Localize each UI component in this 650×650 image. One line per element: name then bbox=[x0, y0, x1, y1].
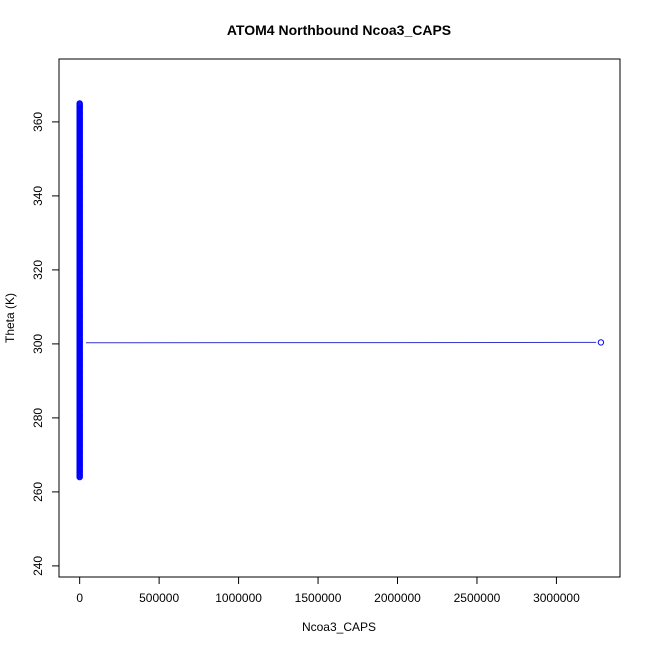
y-tick-label: 320 bbox=[31, 260, 45, 280]
x-tick-label: 500000 bbox=[139, 591, 179, 605]
y-axis: 240 260 280 300 320 340 360 bbox=[31, 112, 60, 576]
x-tick-label: 0 bbox=[76, 591, 83, 605]
y-tick-label: 300 bbox=[31, 334, 45, 354]
chart-title: ATOM4 Northbound Ncoa3_CAPS bbox=[227, 22, 451, 38]
x-axis-label: Ncoa3_CAPS bbox=[302, 620, 376, 634]
y-tick-label: 260 bbox=[31, 482, 45, 502]
x-tick-label: 1500000 bbox=[295, 591, 342, 605]
y-tick-label: 340 bbox=[31, 186, 45, 206]
x-tick-label: 2500000 bbox=[454, 591, 501, 605]
x-tick-label: 1000000 bbox=[215, 591, 262, 605]
y-axis-label: Theta (K) bbox=[3, 293, 17, 343]
data-point bbox=[597, 339, 605, 346]
x-tick-label: 3000000 bbox=[533, 591, 580, 605]
data-point bbox=[76, 100, 83, 107]
y-tick-label: 360 bbox=[31, 112, 45, 132]
data-points bbox=[76, 100, 605, 481]
x-axis: 0 500000 1000000 1500000 2000000 2500000 30000… bbox=[76, 576, 580, 605]
y-tick-label: 240 bbox=[31, 556, 45, 576]
x-tick-label: 2000000 bbox=[374, 591, 421, 605]
plot-frame bbox=[58, 58, 621, 578]
y-tick-label: 280 bbox=[31, 408, 45, 428]
